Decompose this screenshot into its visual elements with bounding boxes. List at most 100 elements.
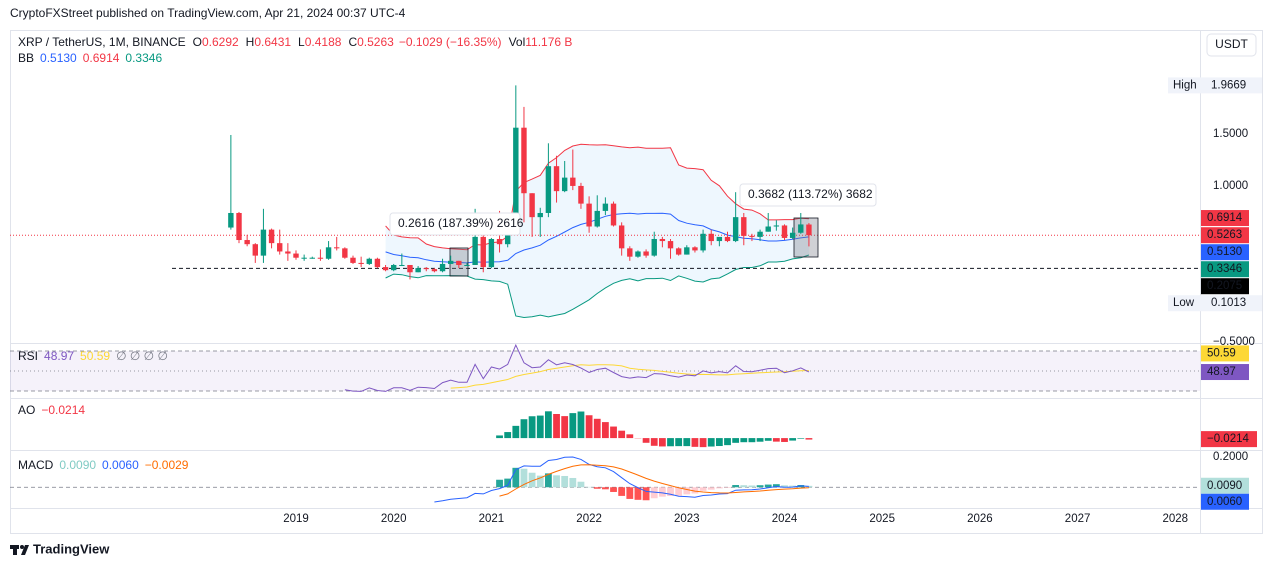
- rsi-value: ∅ ∅ ∅ ∅: [116, 349, 168, 363]
- candle-body: [317, 257, 324, 259]
- ao-bar: [618, 430, 626, 439]
- candle-body: [578, 185, 584, 204]
- pane: [496, 411, 813, 448]
- candle-body: [684, 247, 690, 255]
- macd-hist: [667, 487, 674, 496]
- candle-body: [350, 257, 356, 263]
- macd-tag-label: 0.0060: [1207, 496, 1242, 508]
- macd-hist: [756, 485, 764, 488]
- currency-button[interactable]: [1206, 33, 1257, 57]
- candle-body: [496, 238, 503, 245]
- ao-bar: [724, 438, 731, 446]
- ao-bar: [675, 438, 683, 447]
- candle-body: [513, 127, 519, 231]
- candle-body: [765, 226, 771, 232]
- macd-value: 0.0060: [102, 458, 139, 472]
- candle-body: [236, 212, 242, 241]
- legend-value: 0.4188: [305, 35, 342, 49]
- rsi-ma: [450, 364, 809, 389]
- macd-hist: [675, 487, 683, 496]
- candle-body: [700, 233, 706, 251]
- price-tag: [1201, 261, 1249, 278]
- candle-body: [643, 251, 649, 256]
- macd-hist: [610, 487, 617, 492]
- ao-bar: [553, 414, 560, 439]
- candle-body: [692, 247, 698, 251]
- candle-body: [798, 224, 804, 233]
- macd-label: MACD: [18, 458, 54, 472]
- ao-tag-label: −0.0214: [1207, 433, 1249, 445]
- candle-body: [781, 225, 788, 238]
- candle-body: [675, 248, 682, 255]
- macd-hist: [593, 487, 601, 489]
- macd-value: 0.0090: [59, 458, 96, 472]
- candle-body: [252, 244, 258, 256]
- rsi-band: [10, 351, 1200, 391]
- y-tick-label: 1.0000: [1213, 180, 1248, 192]
- logo: TradingView: [10, 541, 110, 556]
- macd-hist: [512, 467, 520, 488]
- pane: [10, 344, 1200, 392]
- measure-label-bg: [739, 183, 877, 207]
- macd-hist: [805, 485, 813, 488]
- bb-legend: BB 0.5130 0.6914 0.3346: [18, 51, 162, 65]
- macd-hist: [536, 475, 544, 488]
- candle-body: [244, 240, 250, 245]
- ao-bar: [764, 438, 772, 441]
- candle-body: [342, 248, 348, 258]
- ao-bar: [610, 426, 617, 439]
- ao-bar: [683, 438, 691, 447]
- bb-label: BB: [18, 51, 34, 65]
- price-tag: [1201, 244, 1249, 261]
- macd-hist: [642, 487, 650, 501]
- candle-body: [268, 229, 275, 244]
- candle-body: [741, 217, 747, 236]
- x-tick-label: 2019: [283, 513, 309, 525]
- candle-body: [325, 247, 332, 259]
- candle-body: [415, 268, 421, 273]
- macd-hist: [634, 487, 642, 500]
- candle-body: [260, 229, 267, 256]
- macd-hist: [748, 485, 756, 488]
- candle-body: [228, 212, 234, 228]
- macd-hist: [789, 485, 797, 488]
- candle-body: [309, 257, 315, 259]
- candle-body: [407, 264, 413, 273]
- ao-bar: [544, 411, 552, 439]
- ao-value: −0.0214: [41, 403, 85, 417]
- currency-label[interactable]: USDT: [1215, 37, 1248, 51]
- candle-body: [301, 257, 307, 259]
- symbol: XRP / TetherUS, 1M, BINANCE: [18, 35, 186, 49]
- extreme-key: High: [1173, 79, 1197, 91]
- legend-key: O: [193, 35, 202, 49]
- candle-body: [293, 253, 299, 258]
- macd-tag: [1201, 477, 1249, 494]
- x-tick-label: 2021: [479, 513, 505, 525]
- candle-body: [635, 251, 641, 257]
- candle-body: [749, 235, 755, 237]
- y-tick-label: −0.5000: [1213, 336, 1255, 348]
- x-tick-label: 2028: [1163, 513, 1189, 525]
- x-tick-label: 2022: [576, 513, 602, 525]
- ao-bar: [520, 419, 528, 439]
- ao-bar: [528, 416, 536, 439]
- legend-key: L: [298, 35, 305, 49]
- x-tick-label: 2025: [869, 513, 895, 525]
- macd-hist: [544, 473, 552, 488]
- legend-value: 0.6292: [202, 35, 239, 49]
- ao-bar: [797, 438, 805, 439]
- candle-body: [553, 166, 560, 192]
- price-tag-label: 0.3346: [1207, 263, 1242, 275]
- macd-legend: MACD 0.0090 0.0060 −0.0029: [18, 458, 189, 472]
- candle-body: [423, 268, 429, 270]
- measure-box: [793, 217, 819, 258]
- macd-tick-label: 0.2000: [1213, 451, 1248, 463]
- candle-body: [431, 269, 438, 272]
- x-tick-label: 2026: [967, 513, 993, 525]
- candle-body: [399, 264, 405, 266]
- macd-hist: [724, 487, 731, 488]
- rsi-value: 50.59: [80, 349, 110, 363]
- macd-hist: [520, 468, 528, 488]
- macd-hist: [699, 487, 707, 491]
